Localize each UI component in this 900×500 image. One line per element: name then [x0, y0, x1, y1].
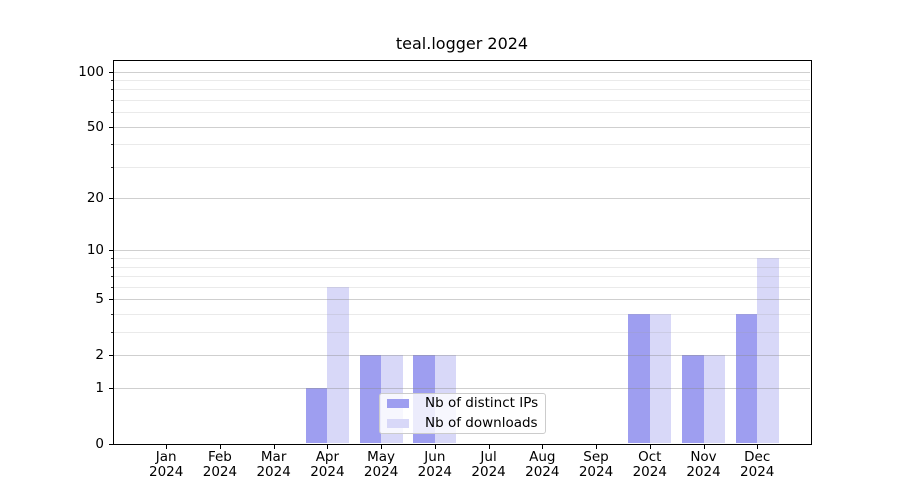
x-tick-label-jun: Jun 2024: [417, 448, 453, 480]
bar-nb-of-downloads-nov: [703, 355, 725, 444]
minor-gridline-y-80: [114, 89, 810, 91]
gridline-y-100: [114, 71, 810, 73]
legend-item-downloads: Nb of downloads: [380, 415, 545, 432]
minor-gridline-y-60: [114, 112, 810, 114]
x-tick-label-oct: Oct 2024: [632, 448, 667, 480]
x-tick-apr: [327, 444, 329, 449]
bar-nb-of-distinct-ips-oct: [628, 314, 650, 444]
x-tick-dec: [757, 444, 759, 449]
y-tick-label-2: 2: [95, 347, 104, 364]
minor-gridline-y-70: [114, 100, 810, 101]
x-tick-label-nov: Nov 2024: [686, 448, 721, 480]
y-minor-tick-30: [111, 166, 113, 168]
y-tick-50: [109, 126, 113, 128]
minor-gridline-y-30: [114, 166, 810, 168]
y-minor-tick-3: [111, 332, 113, 334]
y-tick-label-100: 100: [78, 63, 104, 80]
y-minor-tick-60: [111, 112, 113, 114]
y-tick-label-20: 20: [86, 190, 104, 207]
x-tick-jun: [434, 444, 436, 449]
legend-label-downloads: Nb of downloads: [425, 415, 538, 431]
y-tick-label-1: 1: [95, 380, 104, 397]
y-tick-5: [109, 299, 113, 301]
x-tick-label-may: May 2024: [363, 448, 399, 480]
y-tick-10: [109, 250, 113, 252]
x-tick-sep: [596, 444, 598, 449]
bar-nb-of-distinct-ips-dec: [735, 314, 758, 444]
y-minor-tick-7: [111, 276, 113, 278]
x-tick-label-mar: Mar 2024: [256, 448, 291, 480]
y-minor-tick-9: [111, 258, 113, 260]
x-tick-may: [381, 444, 383, 449]
y-tick-0: [109, 443, 113, 445]
minor-gridline-y-9: [114, 258, 810, 260]
x-tick-jan: [166, 444, 168, 449]
gridline-y-10: [114, 250, 810, 252]
y-tick-100: [109, 71, 113, 73]
gridline-y-50: [114, 126, 810, 128]
y-minor-tick-80: [111, 89, 113, 91]
y-tick-label-10: 10: [86, 242, 104, 259]
bar-nb-of-distinct-ips-nov: [682, 355, 704, 444]
minor-gridline-y-6: [114, 286, 810, 288]
x-tick-feb: [219, 444, 221, 449]
y-minor-tick-4: [111, 314, 113, 316]
bar-nb-of-distinct-ips-apr: [305, 388, 328, 444]
bar-nb-of-downloads-oct: [649, 314, 672, 444]
y-tick-label-5: 5: [95, 291, 104, 308]
y-tick-1: [109, 388, 113, 390]
minor-gridline-y-3: [114, 332, 810, 334]
gridline-y-1: [114, 388, 810, 390]
x-tick-nov: [703, 444, 705, 449]
x-tick-label-sep: Sep 2024: [578, 448, 614, 480]
y-tick-label-0: 0: [95, 435, 104, 452]
y-minor-tick-40: [111, 144, 113, 146]
x-tick-aug: [542, 444, 544, 449]
y-minor-tick-6: [111, 286, 113, 288]
minor-gridline-y-4: [114, 314, 810, 316]
legend-label-distinct-ips: Nb of distinct IPs: [425, 395, 539, 411]
legend-swatch-distinct-ips: [387, 399, 409, 408]
y-tick-2: [109, 355, 113, 357]
gridline-y-2: [114, 355, 810, 357]
y-tick-20: [109, 198, 113, 200]
x-tick-label-jan: Jan 2024: [149, 448, 184, 480]
legend-item-distinct-ips: Nb of distinct IPs: [380, 395, 545, 412]
x-tick-label-aug: Aug 2024: [525, 448, 560, 480]
x-tick-mar: [273, 444, 275, 449]
y-minor-tick-70: [111, 100, 113, 101]
gridline-y-5: [114, 299, 810, 301]
minor-gridline-y-7: [114, 276, 810, 278]
y-minor-tick-8: [111, 266, 113, 268]
legend-swatch-downloads: [387, 419, 409, 428]
x-tick-label-dec: Dec 2024: [740, 448, 775, 480]
minor-gridline-y-90: [114, 79, 810, 81]
x-tick-jul: [488, 444, 490, 449]
x-tick-label-apr: Apr 2024: [310, 448, 345, 480]
minor-gridline-y-8: [114, 266, 810, 268]
x-tick-oct: [649, 444, 651, 449]
minor-gridline-y-40: [114, 144, 810, 146]
y-tick-label-50: 50: [86, 118, 104, 135]
x-tick-label-feb: Feb 2024: [202, 448, 238, 480]
legend: Nb of distinct IPs Nb of downloads: [379, 393, 546, 434]
bar-nb-of-downloads-dec: [757, 258, 779, 444]
bar-nb-of-downloads-apr: [327, 286, 349, 444]
bar-nb-of-distinct-ips-may: [359, 355, 382, 444]
x-tick-label-jul: Jul 2024: [471, 448, 506, 480]
gridline-y-20: [114, 198, 810, 200]
y-minor-tick-90: [111, 79, 113, 81]
chart-title: teal.logger 2024: [395, 34, 529, 53]
